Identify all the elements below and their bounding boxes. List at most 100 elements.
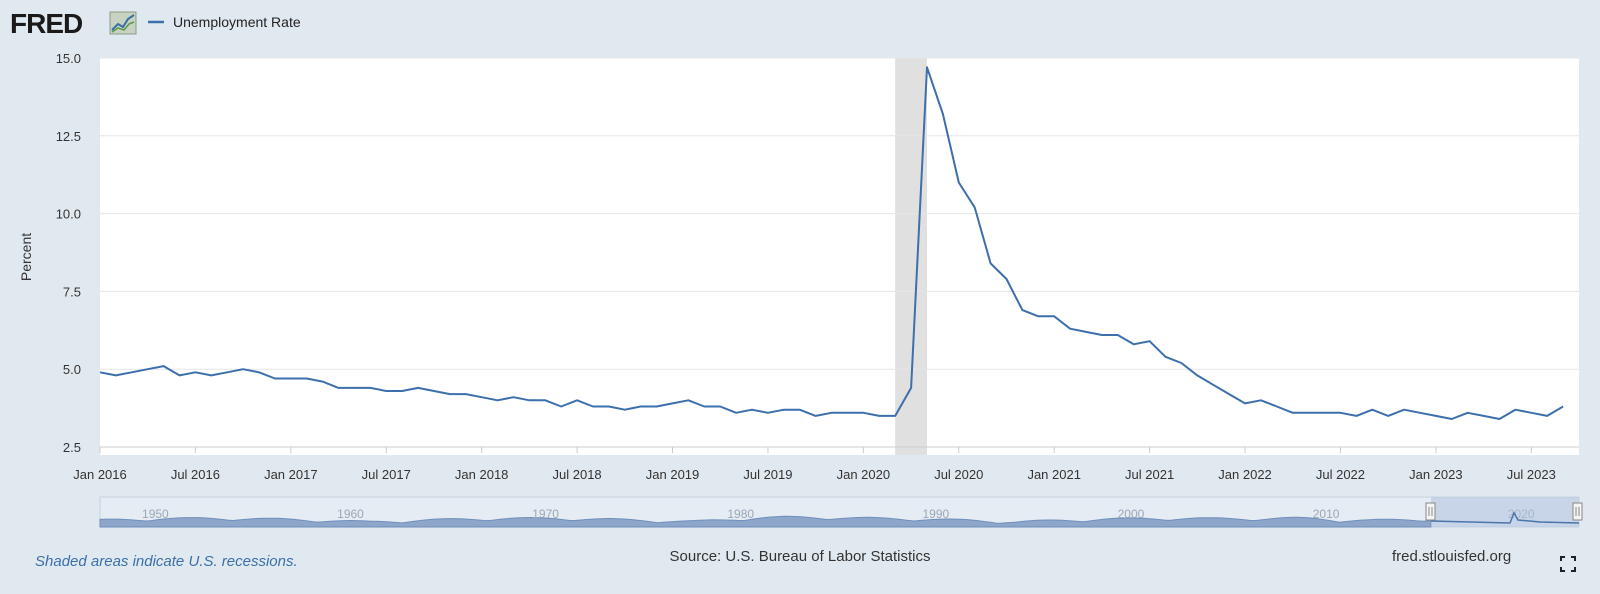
data-point[interactable]	[605, 403, 613, 411]
data-point[interactable]	[1321, 409, 1329, 417]
data-point[interactable]	[939, 110, 947, 118]
data-point[interactable]	[780, 406, 788, 414]
data-point[interactable]	[176, 371, 184, 379]
data-point[interactable]	[700, 403, 708, 411]
data-point[interactable]	[1082, 328, 1090, 336]
data-point[interactable]	[1352, 412, 1360, 420]
data-point[interactable]	[796, 406, 804, 414]
data-point[interactable]	[191, 368, 199, 376]
data-point[interactable]	[1480, 412, 1488, 420]
data-point[interactable]	[1543, 412, 1551, 420]
data-point[interactable]	[366, 384, 374, 392]
data-point[interactable]	[1162, 353, 1170, 361]
data-point[interactable]	[510, 393, 518, 401]
navigator-right-handle[interactable]	[1572, 502, 1583, 521]
data-point[interactable]	[128, 368, 136, 376]
data-point[interactable]	[96, 368, 104, 376]
data-point[interactable]	[1066, 325, 1074, 333]
data-point[interactable]	[462, 390, 470, 398]
data-point[interactable]	[541, 396, 549, 404]
data-point[interactable]	[1018, 306, 1026, 314]
data-point[interactable]	[1225, 390, 1233, 398]
data-point[interactable]	[223, 368, 231, 376]
data-point[interactable]	[1448, 415, 1456, 423]
data-point[interactable]	[1177, 359, 1185, 367]
data-point[interactable]	[557, 403, 565, 411]
data-point[interactable]	[1146, 337, 1154, 345]
data-point[interactable]	[637, 403, 645, 411]
range-navigator[interactable]: 19501960197019801990200020102020	[99, 496, 1583, 528]
data-point[interactable]	[160, 362, 168, 370]
data-point[interactable]	[669, 399, 677, 407]
data-point[interactable]	[1368, 406, 1376, 414]
data-point[interactable]	[891, 412, 899, 420]
data-point[interactable]	[812, 412, 820, 420]
data-point[interactable]	[859, 409, 867, 417]
data-point[interactable]	[1098, 331, 1106, 339]
site-link[interactable]: fred.stlouisfed.org	[1392, 548, 1512, 565]
data-point[interactable]	[684, 396, 692, 404]
data-point[interactable]	[716, 403, 724, 411]
fullscreen-icon[interactable]	[1560, 556, 1576, 572]
data-point[interactable]	[844, 409, 852, 417]
data-point[interactable]	[525, 396, 533, 404]
data-point[interactable]	[1289, 409, 1297, 417]
data-point[interactable]	[875, 412, 883, 420]
data-point[interactable]	[207, 371, 215, 379]
data-point[interactable]	[1384, 412, 1392, 420]
data-point[interactable]	[335, 384, 343, 392]
data-point[interactable]	[144, 365, 152, 373]
data-point[interactable]	[1003, 275, 1011, 283]
fred-logo[interactable]: FRED	[10, 8, 137, 39]
data-point[interactable]	[382, 387, 390, 395]
data-point[interactable]	[271, 375, 279, 383]
data-point[interactable]	[351, 384, 359, 392]
data-point[interactable]	[1432, 412, 1440, 420]
data-point[interactable]	[1416, 409, 1424, 417]
data-point[interactable]	[1130, 340, 1138, 348]
data-point[interactable]	[303, 375, 311, 383]
data-point[interactable]	[923, 63, 931, 71]
data-point[interactable]	[430, 387, 438, 395]
data-point[interactable]	[398, 387, 406, 395]
data-point[interactable]	[907, 384, 915, 392]
data-point[interactable]	[621, 406, 629, 414]
data-point[interactable]	[239, 365, 247, 373]
data-point[interactable]	[828, 409, 836, 417]
data-point[interactable]	[764, 409, 772, 417]
data-point[interactable]	[255, 368, 263, 376]
data-point[interactable]	[478, 393, 486, 401]
data-point[interactable]	[987, 259, 995, 267]
data-point[interactable]	[732, 409, 740, 417]
data-point[interactable]	[1511, 406, 1519, 414]
data-point[interactable]	[1559, 403, 1567, 411]
data-point[interactable]	[573, 396, 581, 404]
data-point[interactable]	[319, 378, 327, 386]
data-point[interactable]	[748, 406, 756, 414]
data-point[interactable]	[414, 384, 422, 392]
data-point[interactable]	[1034, 312, 1042, 320]
data-point[interactable]	[653, 403, 661, 411]
series-line-unemployment-rate[interactable]	[99, 66, 1564, 420]
data-point[interactable]	[287, 375, 295, 383]
data-point[interactable]	[1400, 406, 1408, 414]
data-point[interactable]	[1114, 331, 1122, 339]
data-point[interactable]	[1050, 312, 1058, 320]
data-point[interactable]	[1241, 399, 1249, 407]
data-point[interactable]	[589, 403, 597, 411]
data-point[interactable]	[494, 396, 502, 404]
data-point[interactable]	[1209, 381, 1217, 389]
legend[interactable]: Unemployment Rate	[148, 14, 301, 30]
data-point[interactable]	[971, 203, 979, 211]
navigator-left-handle[interactable]	[1425, 502, 1436, 521]
data-point[interactable]	[1496, 415, 1504, 423]
data-point[interactable]	[1464, 409, 1472, 417]
data-point[interactable]	[1193, 371, 1201, 379]
data-point[interactable]	[1273, 403, 1281, 411]
data-point[interactable]	[1337, 409, 1345, 417]
data-point[interactable]	[955, 179, 963, 187]
data-point[interactable]	[1527, 409, 1535, 417]
data-point[interactable]	[1305, 409, 1313, 417]
data-point[interactable]	[112, 371, 120, 379]
data-point[interactable]	[446, 390, 454, 398]
